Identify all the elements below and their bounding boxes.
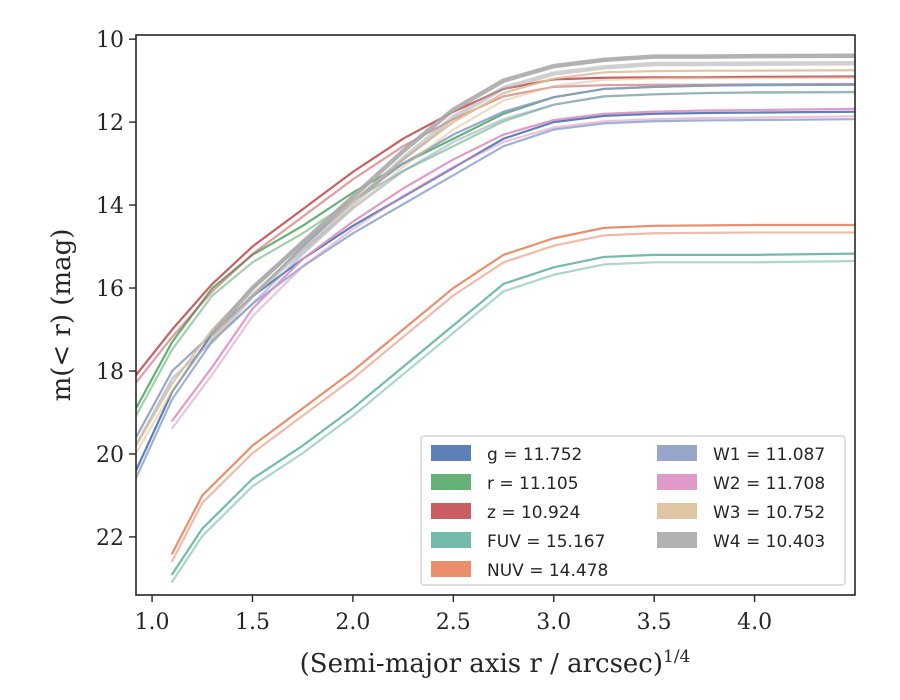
y-tick-label: 18 (96, 360, 124, 385)
legend-swatch-w3 (657, 503, 697, 519)
plot-frame (135, 34, 856, 596)
y-tick-label: 16 (96, 277, 124, 302)
series-w4 (210, 53, 855, 344)
legend-swatch-fuv (431, 532, 471, 548)
series-line-w2 (171, 115, 855, 430)
ticks-layer: 1.0 1.5 2.0 2.5 3.0 3.5 4.0 10 12 14 16 18 20 22 (96, 28, 772, 635)
series-line-w3 (136, 69, 855, 447)
x-axis-label-superscript: 1/4 (663, 647, 690, 667)
x-tick-label: 2.5 (436, 610, 471, 635)
legend-label-z: z = 10.924 (487, 503, 580, 523)
series-line-r (136, 83, 855, 410)
x-tick-label: 4.0 (737, 610, 772, 635)
series-layer (136, 53, 855, 583)
legend-label-w4: W4 = 10.403 (713, 532, 825, 552)
legend: g = 11.752 r = 11.105 z = 10.924 FUV = 15.1… (420, 435, 846, 586)
legend-swatch-w4 (657, 532, 697, 548)
legend-label-g: g = 11.752 (487, 445, 582, 465)
legend-swatch-w2 (657, 474, 697, 490)
series-line-nuv (171, 231, 855, 563)
legend-label-nuv: NUV = 14.478 (487, 561, 608, 581)
legend-swatch-r (431, 474, 471, 490)
series-line-w4 (210, 53, 855, 336)
legend-label-w1: W1 = 11.087 (713, 445, 825, 465)
y-tick-label: 22 (96, 526, 124, 551)
y-tick-label: 12 (96, 111, 124, 136)
x-tick-label: 1.0 (135, 610, 170, 635)
legend-swatch-z (431, 503, 471, 519)
legend-swatch-w1 (657, 445, 697, 461)
x-tick-label: 3.0 (536, 610, 571, 635)
y-tick-label: 20 (96, 443, 124, 468)
series-w2 (171, 107, 855, 430)
series-line-w4 (210, 60, 855, 344)
x-tick-label: 2.0 (335, 610, 370, 635)
x-tick-label: 3.5 (637, 610, 672, 635)
series-line-fuv (171, 259, 855, 583)
x-axis-label: (Semi-major axis r / arcsec)1/4 (300, 647, 691, 679)
series-line-fuv (171, 252, 855, 576)
x-axis-label-main: (Semi-major axis r / arcsec) (300, 649, 663, 679)
legend-label-w3: W3 = 10.752 (713, 503, 825, 523)
legend-swatch-g (431, 445, 471, 461)
series-fuv (171, 252, 855, 583)
series-r (136, 83, 855, 417)
series-nuv (171, 223, 855, 563)
y-axis-label: m(< r) (mag) (47, 229, 77, 402)
legend-label-r: r = 11.105 (487, 474, 579, 494)
series-line-w3 (136, 76, 855, 455)
y-tick-label: 14 (96, 194, 124, 219)
legend-label-w2: W2 = 11.708 (713, 474, 825, 494)
series-line-w2 (171, 107, 855, 422)
legend-frame (420, 435, 846, 586)
y-tick-label: 10 (96, 28, 124, 53)
series-line-nuv (171, 223, 855, 555)
legend-label-fuv: FUV = 15.167 (487, 532, 605, 552)
legend-swatch-nuv (431, 561, 471, 577)
x-tick-label: 1.5 (235, 610, 270, 635)
